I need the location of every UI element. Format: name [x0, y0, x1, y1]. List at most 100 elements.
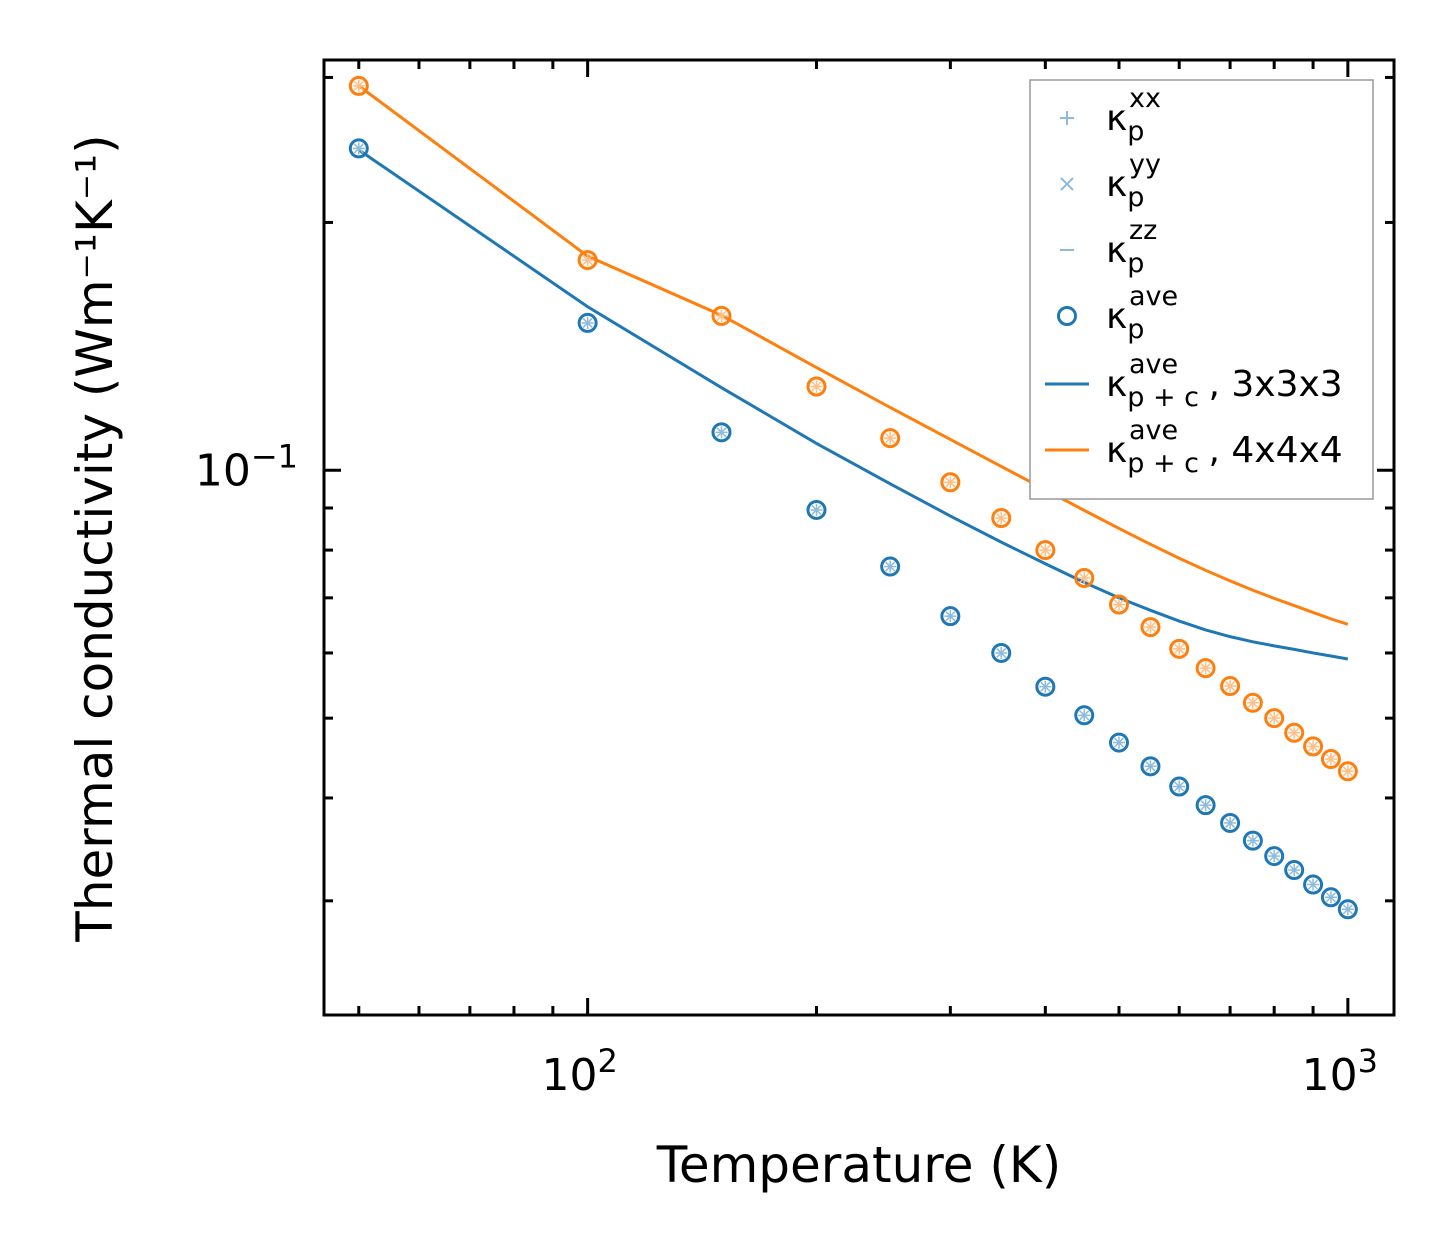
data-point: [806, 499, 827, 520]
point-cross-marker: [1325, 892, 1336, 903]
point-cross-marker: [1174, 781, 1185, 792]
point-cross-marker: [1289, 864, 1300, 876]
point-circle-marker: [1320, 749, 1341, 770]
data-point: [1140, 756, 1161, 777]
legend-entry: κpxx: [1060, 83, 1161, 147]
point-circle-marker: [1140, 756, 1161, 777]
point-cross-marker: [1200, 800, 1211, 811]
data-point: [1195, 795, 1216, 816]
point-circle-marker: [1284, 722, 1305, 743]
point-circle-marker: [348, 75, 369, 96]
point-circle-marker: [1109, 594, 1130, 615]
x-tick-label: 102: [541, 1042, 617, 1101]
point-cross-marker: [885, 561, 896, 572]
y-tick-label: 10−1: [195, 437, 298, 496]
point-circle-marker: [1109, 732, 1130, 753]
point-circle-marker: [348, 138, 369, 159]
legend-label: κpzz: [1106, 215, 1157, 279]
point-cross-marker: [1079, 710, 1090, 721]
data-point: [1242, 830, 1263, 851]
data-point: [806, 376, 827, 397]
data-point: [1169, 776, 1190, 797]
point-cross-marker: [1225, 817, 1236, 828]
cross-icon: [1060, 177, 1074, 191]
x-axis-label: Temperature (K): [656, 1136, 1061, 1194]
point-circle-marker: [1195, 658, 1216, 679]
data-point: [1303, 736, 1324, 757]
point-circle-marker: [577, 312, 598, 333]
legend-box: [1029, 79, 1374, 500]
data-point: [1109, 732, 1130, 753]
data-point: [1320, 749, 1341, 770]
point-circle-marker: [1284, 860, 1305, 881]
data-point: [880, 428, 901, 449]
data-point: [880, 556, 901, 577]
point-circle-marker: [1074, 705, 1095, 726]
point-circle-marker: [1169, 776, 1190, 797]
point-cross-marker: [582, 317, 593, 328]
point-circle-marker: [577, 250, 598, 271]
data-point: [991, 642, 1012, 663]
legend-label: κp + cave, 3x3x3: [1106, 349, 1343, 413]
point-circle-marker: [1035, 540, 1056, 561]
data-point: [1303, 874, 1324, 895]
point-cross-marker: [1079, 572, 1090, 584]
data-point: [1074, 705, 1095, 726]
legend-entry: κp + cave, 3x3x3: [1045, 349, 1343, 413]
series-line: [357, 84, 1349, 626]
point-cross-marker: [1200, 663, 1211, 674]
point-circle-marker: [880, 556, 901, 577]
point-circle-marker: [1337, 899, 1358, 920]
point-circle-marker: [1074, 567, 1095, 588]
data-point: [940, 472, 961, 493]
x-tick-label: 103: [1302, 1042, 1378, 1101]
point-circle-marker: [711, 305, 732, 326]
data-point: [348, 75, 369, 96]
data-point: [991, 508, 1012, 529]
data-point: [1242, 692, 1263, 713]
point-cross-marker: [1342, 904, 1353, 915]
point-circle-marker: [1303, 736, 1324, 757]
point-cross-marker: [1174, 643, 1185, 654]
point-cross-marker: [885, 433, 896, 444]
data-point: [1320, 887, 1341, 908]
data-point: [1264, 846, 1285, 867]
point-cross-marker: [1145, 761, 1156, 772]
point-circle-marker: [940, 606, 961, 627]
data-point: [1169, 638, 1190, 659]
data-point: [1195, 658, 1216, 679]
data-point: [1284, 722, 1305, 743]
point-circle-marker: [1140, 617, 1161, 638]
point-circle-marker: [1320, 887, 1341, 908]
point-cross-marker: [353, 80, 364, 91]
legend-label: κpave: [1106, 281, 1178, 345]
circle-icon: [1057, 306, 1077, 326]
legend-label: κp + cave, 4x4x4: [1106, 415, 1343, 479]
y-axis-label: Thermal conductivity (Wm⁻¹K⁻¹): [66, 134, 124, 942]
data-point: [1035, 540, 1056, 561]
point-cross-marker: [1308, 741, 1319, 752]
point-cross-marker: [1247, 835, 1258, 846]
point-cross-marker: [716, 310, 727, 321]
data-point: [1220, 676, 1241, 697]
data-point: [1140, 617, 1161, 638]
point-circle-marker: [1242, 830, 1263, 851]
point-circle-marker: [1035, 676, 1056, 697]
point-circle-marker: [1264, 708, 1285, 729]
point-cross-marker: [582, 255, 593, 266]
series-line: [357, 148, 1349, 661]
point-cross-marker: [945, 611, 956, 622]
point-cross-marker: [996, 647, 1007, 658]
point-circle-marker: [711, 422, 732, 443]
data-point: [1220, 812, 1241, 833]
data-point: [1109, 594, 1130, 615]
data-point: [577, 250, 598, 271]
point-cross-marker: [1269, 713, 1280, 724]
point-cross-marker: [1325, 753, 1336, 765]
point-cross-marker: [1225, 681, 1236, 692]
point-cross-marker: [1308, 879, 1319, 890]
point-cross-marker: [811, 504, 822, 515]
point-circle-marker: [806, 376, 827, 397]
